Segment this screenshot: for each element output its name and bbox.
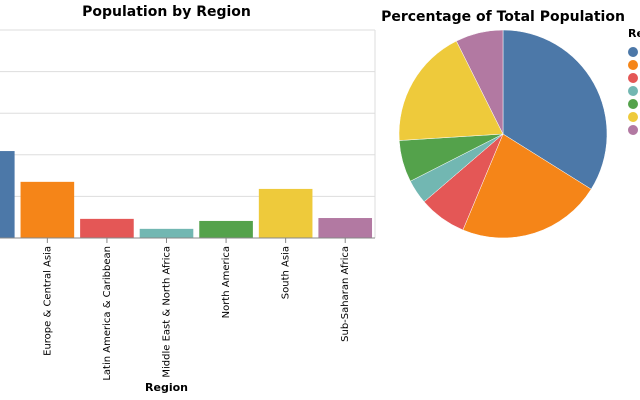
pie-slice [456, 29, 504, 135]
x-tick-label: Latin America & Caribbean [102, 246, 113, 381]
legend-title: Region [628, 27, 640, 40]
x-tick-label: Europe & Central Asia [42, 246, 53, 356]
legend-symbol [628, 125, 638, 135]
legend-symbol [628, 99, 638, 109]
legend-symbol [628, 60, 638, 70]
x-tick-label: South Asia [281, 246, 292, 299]
legend-symbol [628, 86, 638, 96]
legend-symbol [628, 73, 638, 83]
legend-symbol [628, 112, 638, 122]
bar [258, 188, 313, 238]
bar [20, 181, 75, 238]
bar [199, 220, 253, 238]
pie-slice [398, 40, 504, 141]
x-tick-label: North America [221, 246, 232, 318]
pie-slice [502, 29, 608, 190]
bar [318, 218, 373, 238]
bar [0, 151, 15, 238]
chart-title: Percentage of Total Population [381, 9, 625, 25]
legend-symbol [628, 47, 638, 57]
chart-title: Population by Region [82, 4, 251, 20]
x-axis-title: Region [145, 381, 188, 394]
x-tick-label: Sub-Saharan Africa [340, 246, 351, 342]
bar [80, 218, 134, 238]
bar [139, 228, 194, 238]
x-tick-label: Middle East & North Africa [162, 246, 173, 378]
pie-slice [462, 133, 592, 239]
